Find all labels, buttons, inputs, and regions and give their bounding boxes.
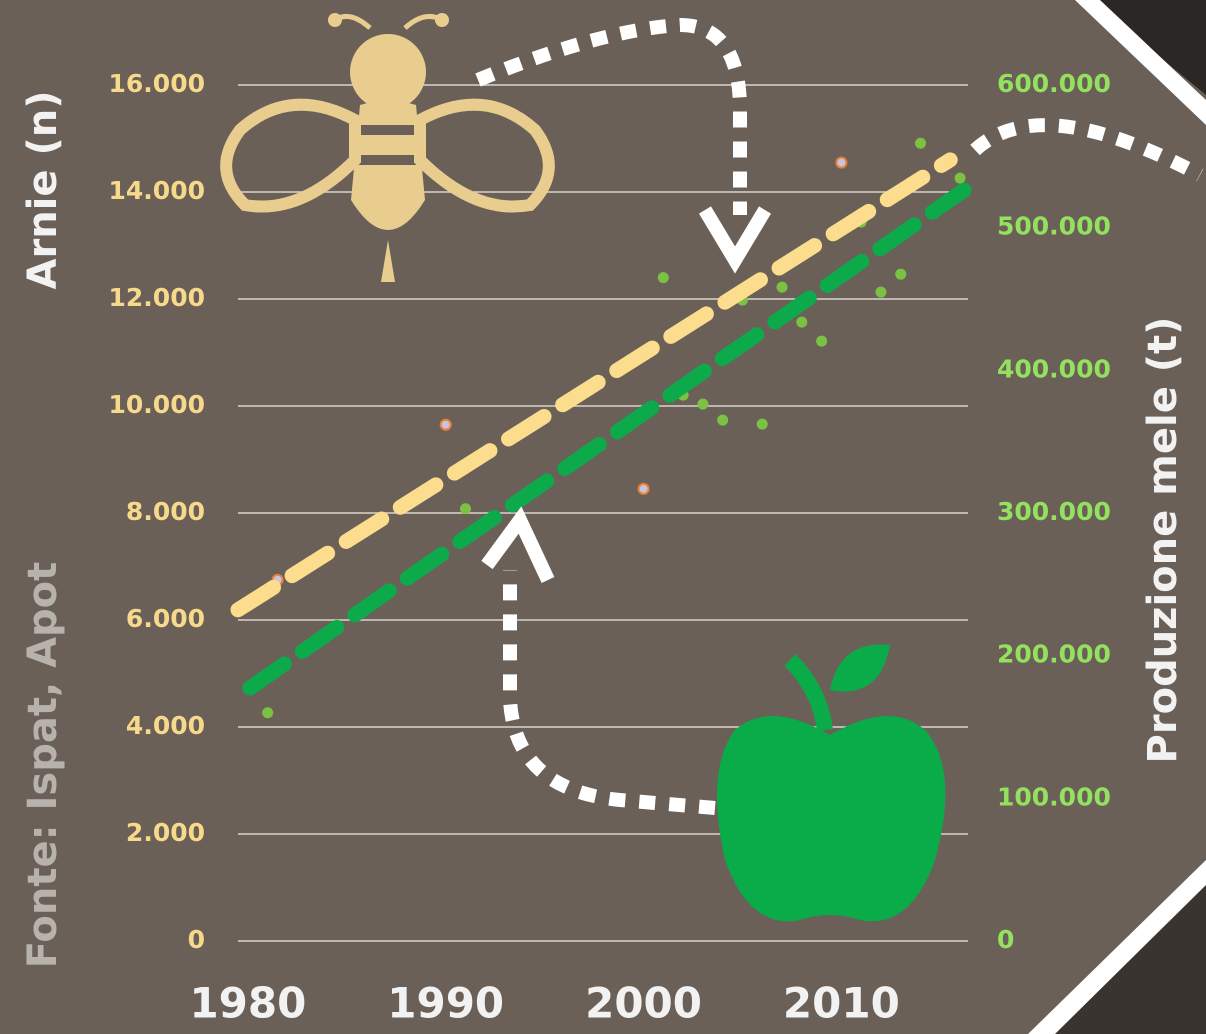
trend-line <box>242 182 972 696</box>
x-tick-label: 1980 <box>189 979 306 1028</box>
data-point <box>816 335 828 347</box>
data-point <box>262 707 274 719</box>
data-point <box>895 268 907 280</box>
x-tick-label: 1990 <box>387 979 504 1028</box>
apple-icon <box>717 644 946 922</box>
y2-tick-label: 0 <box>997 925 1014 954</box>
y2-axis-title: Produzione mele (t) <box>1140 317 1186 764</box>
plot <box>230 84 972 942</box>
data-point <box>776 281 788 293</box>
y-tick-label: 8.000 <box>126 497 205 526</box>
y-tick-label: 4.000 <box>126 711 205 740</box>
data-point <box>954 172 966 184</box>
data-point <box>697 398 709 410</box>
stripe <box>1028 860 1206 1034</box>
data-point <box>439 418 452 431</box>
y-tick-label: 14.000 <box>109 176 205 205</box>
y-tick-label: 2.000 <box>126 818 205 847</box>
y-tick-label: 16.000 <box>109 69 205 98</box>
data-point <box>657 272 669 284</box>
data-point <box>460 503 472 515</box>
x-tick-label: 2000 <box>585 979 702 1028</box>
y2-tick-label: 300.000 <box>997 497 1111 526</box>
y-tick-label: 10.000 <box>109 390 205 419</box>
stripe <box>1075 0 1206 125</box>
y2-tick-label: 600.000 <box>997 69 1111 98</box>
source-note: Fonte: Ispat, Apot <box>20 562 66 969</box>
data-point <box>637 482 650 495</box>
y-tick-label: 6.000 <box>126 604 205 633</box>
y-axis-title: Arnie (n) <box>20 91 66 290</box>
y-tick-label: 12.000 <box>109 283 205 312</box>
trend-line <box>230 152 958 618</box>
data-point <box>915 137 927 149</box>
y2-tick-label: 400.000 <box>997 354 1111 383</box>
data-point <box>796 316 808 328</box>
bee-icon <box>220 13 555 282</box>
y2-tick-label: 200.000 <box>997 640 1111 669</box>
data-point <box>835 156 848 169</box>
data-point <box>717 414 729 426</box>
arrows <box>475 17 1204 815</box>
data-point <box>875 286 887 298</box>
data-point <box>756 418 768 430</box>
y2-tick-label: 500.000 <box>997 212 1111 241</box>
y2-tick-label: 100.000 <box>997 782 1111 811</box>
y-tick-label: 0 <box>188 925 205 954</box>
x-tick-label: 2010 <box>783 979 900 1028</box>
